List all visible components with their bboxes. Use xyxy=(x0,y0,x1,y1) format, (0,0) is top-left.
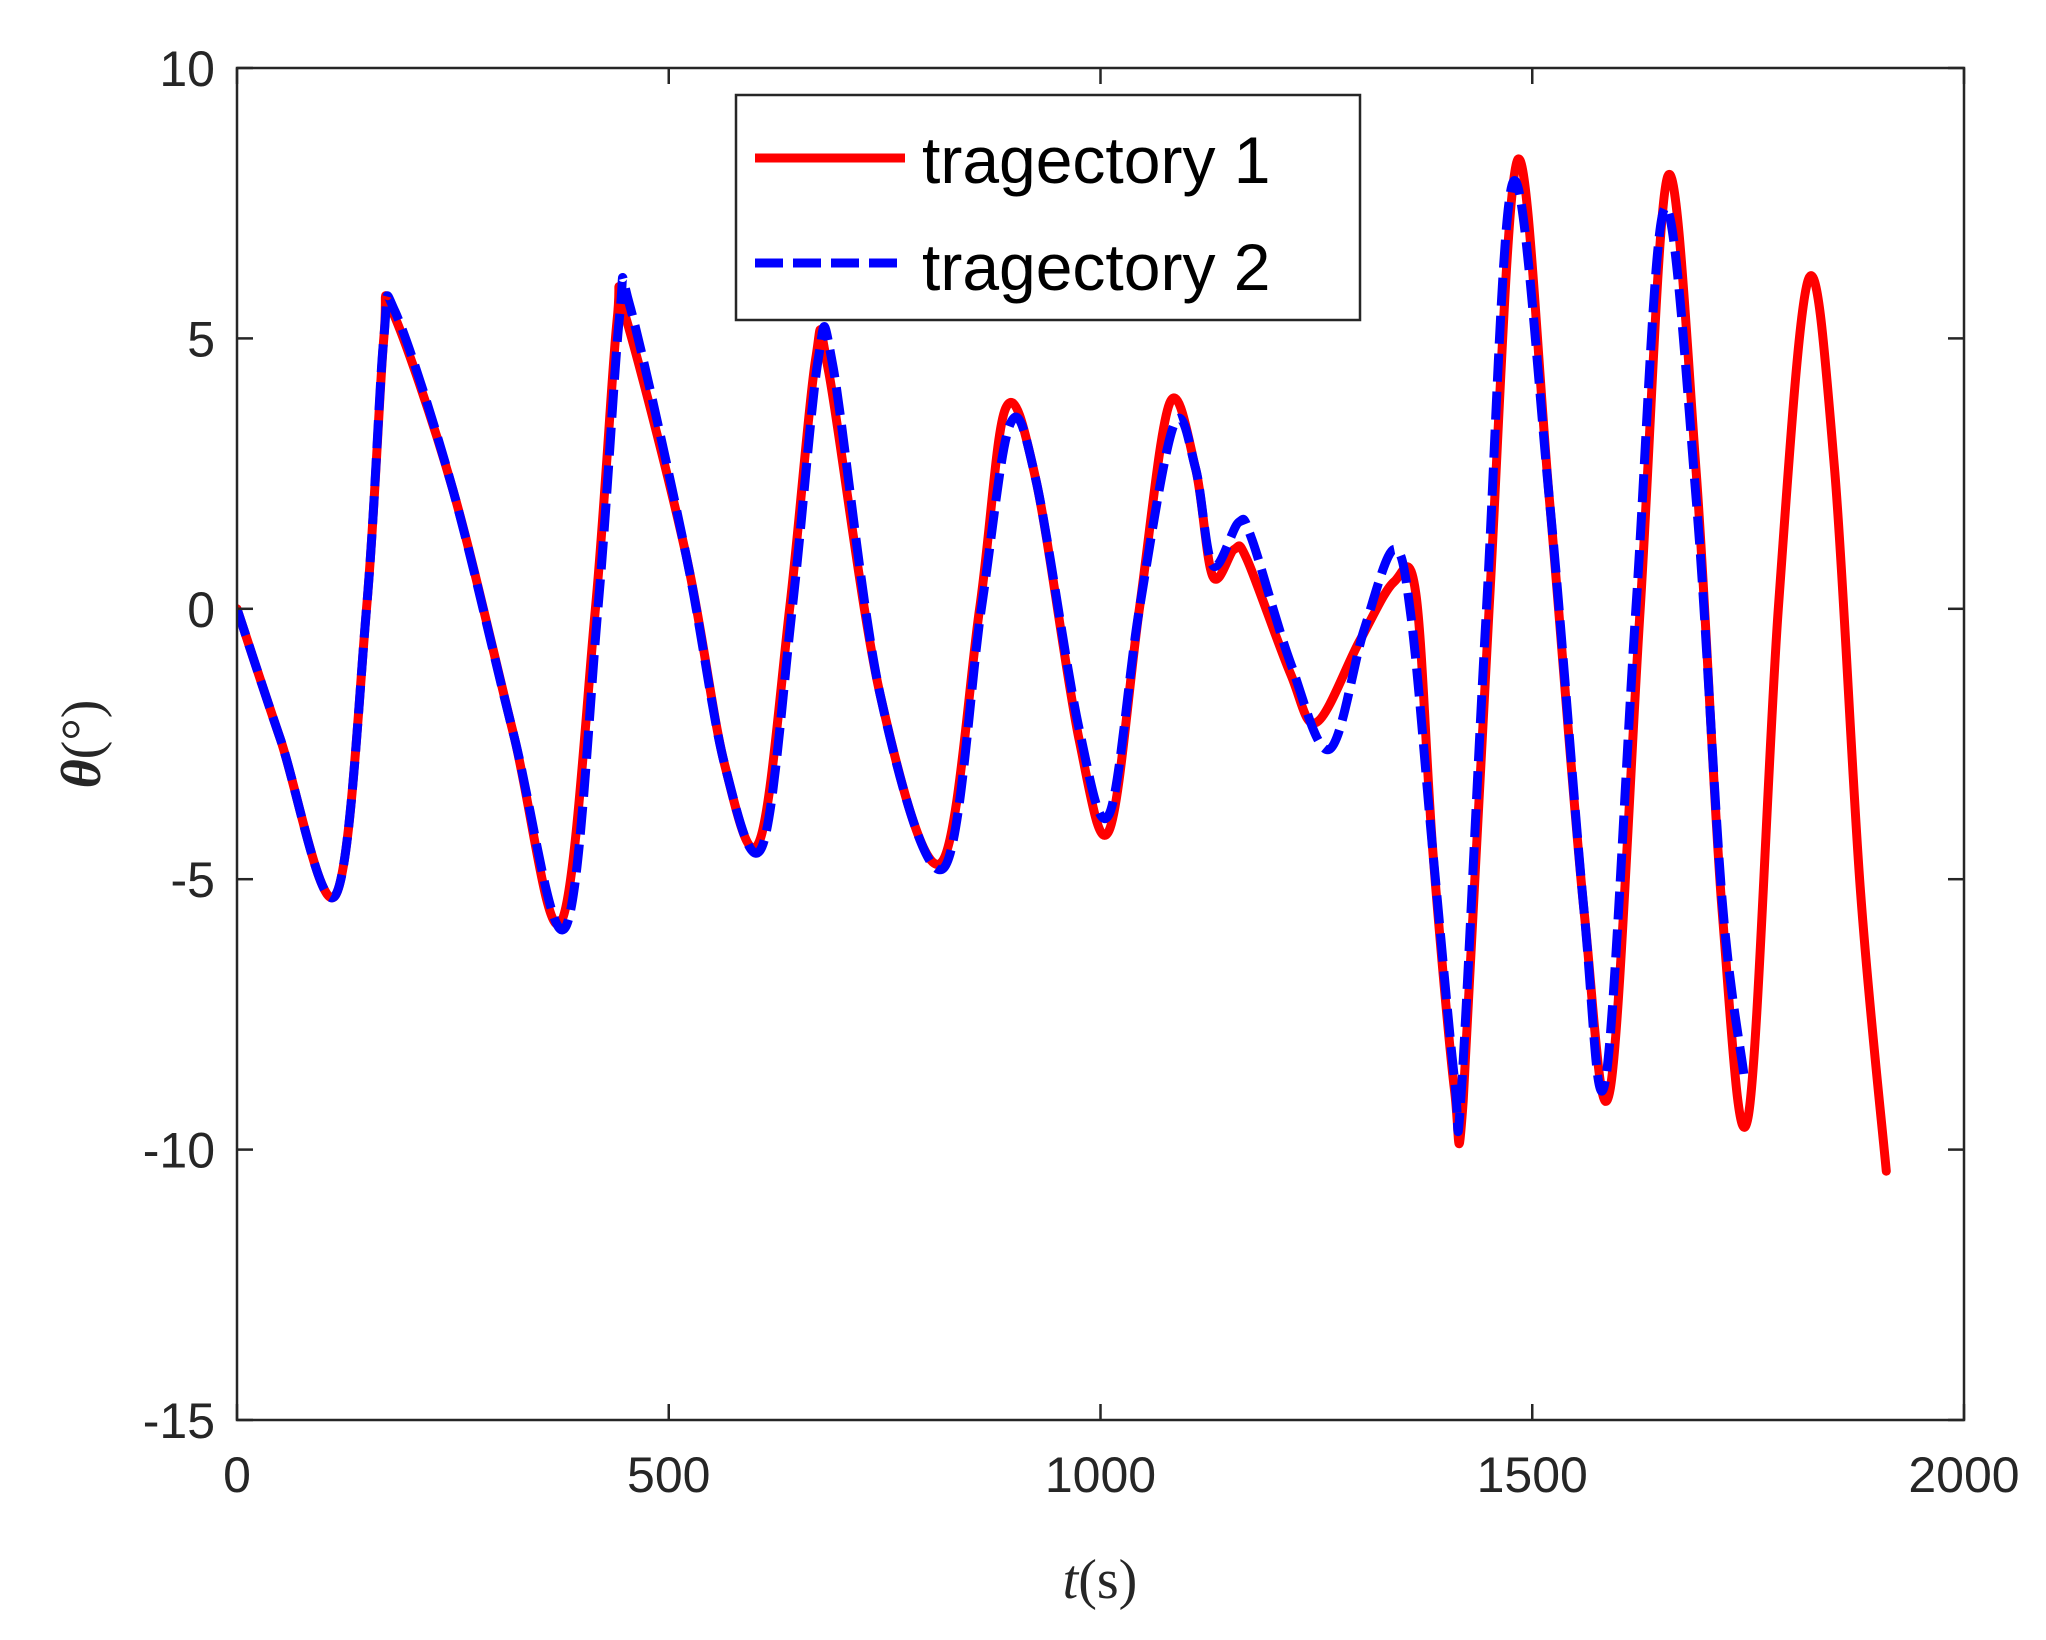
x-axis-label-unit: (s) xyxy=(1078,1549,1137,1611)
x-axis-label: t(s) xyxy=(1063,1549,1138,1611)
y-tick-label: -15 xyxy=(143,1393,215,1449)
x-tick-label: 2000 xyxy=(1908,1447,2019,1503)
x-tick-label: 500 xyxy=(627,1447,710,1503)
y-axis-label-var: θ xyxy=(51,759,113,788)
legend-label-2: tragectory 2 xyxy=(922,230,1271,304)
x-tick-label: 1000 xyxy=(1045,1447,1156,1503)
x-tick-label: 1500 xyxy=(1477,1447,1588,1503)
legend: tragectory 1 tragectory 2 xyxy=(734,93,1362,322)
y-tick-label: 5 xyxy=(187,311,215,367)
legend-label-1: tragectory 1 xyxy=(922,123,1271,197)
axes-box xyxy=(235,66,1966,1422)
series-line-2 xyxy=(237,176,1749,1137)
legend-box xyxy=(734,93,1362,322)
y-tick-label: 10 xyxy=(159,41,215,97)
y-tick-label: 0 xyxy=(187,582,215,638)
series-layer xyxy=(237,154,1891,1176)
x-tick-label: 0 xyxy=(223,1447,251,1503)
y-axis-label: θ(°) xyxy=(51,700,113,789)
x-axis-label-var: t xyxy=(1063,1549,1080,1611)
tick-labels-layer: 0 500 1000 1500 2000 -15 -10 -5 0 5 10 xyxy=(143,41,2020,1503)
y-axis-label-unit: (°) xyxy=(51,700,113,760)
y-tick-label: -10 xyxy=(143,1123,215,1179)
y-tick-label: -5 xyxy=(171,852,215,908)
